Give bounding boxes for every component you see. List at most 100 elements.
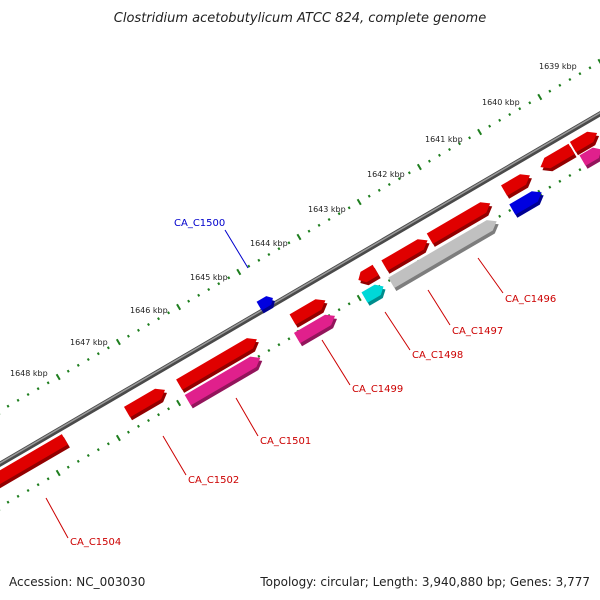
ruler-minor-tick <box>136 328 140 332</box>
ruler-minor-tick <box>468 136 472 140</box>
gene-arrow-c1501[interactable] <box>176 338 257 390</box>
map-title: Clostridium acetobutylicum ATCC 824, com… <box>114 11 486 26</box>
tick-label-1639: 1639 kbp <box>539 62 577 71</box>
gene-arrow-r3[interactable] <box>501 174 530 196</box>
ruler-minor-tick <box>197 293 201 297</box>
ruler-minor-tick <box>568 77 572 82</box>
gene-arrow-c1500[interactable] <box>256 296 273 311</box>
ruler-minor-tick <box>307 229 311 233</box>
gene-arrow-r1[interactable] <box>569 131 598 153</box>
gene-label-c1501[interactable]: CA_C1501 <box>260 436 311 447</box>
ruler-minor-tick <box>66 465 70 469</box>
tick-label-1645: 1645 kbp <box>190 273 228 282</box>
gene-arrow-gray[interactable] <box>388 220 497 288</box>
ruler-major-tick <box>597 58 600 64</box>
ruler-major-tick <box>236 268 242 276</box>
ruler-minor-tick <box>136 424 140 428</box>
gene-arrow-c1499[interactable] <box>289 299 326 325</box>
ruler-minor-tick <box>257 354 261 358</box>
ruler-minor-tick <box>147 322 150 327</box>
ruler-minor-tick <box>36 387 40 391</box>
ruler-minor-tick <box>187 299 191 303</box>
ruler-minor-tick <box>588 66 592 70</box>
ruler-minor-tick <box>287 241 291 245</box>
ruler-minor-tick <box>46 381 50 385</box>
ruler-minor-tick <box>347 206 351 210</box>
gene-label-c1500[interactable]: CA_C1500 <box>174 218 225 229</box>
ruler-minor-tick <box>448 147 451 152</box>
callout-line-c1502 <box>162 435 187 476</box>
tick-label-1641: 1641 kbp <box>425 135 463 144</box>
genome-backbone <box>0 110 600 468</box>
gene-arrow-c1496[interactable] <box>426 202 491 244</box>
ruler-minor-tick <box>6 500 10 504</box>
gene-label-c1496[interactable]: CA_C1496 <box>505 294 556 305</box>
ruler-minor-tick <box>407 171 411 175</box>
ruler-minor-tick <box>157 413 161 417</box>
ruler-minor-tick <box>458 142 462 146</box>
gene-label-c1499[interactable]: CA_C1499 <box>352 384 403 395</box>
ruler-major-tick <box>537 93 543 101</box>
ruler-minor-tick <box>277 343 281 347</box>
gene-arrow-cyan[interactable] <box>361 284 384 303</box>
ruler-minor-tick <box>337 308 341 312</box>
ruler-minor-tick <box>347 302 351 306</box>
ruler-minor-tick <box>548 185 552 189</box>
ruler-minor-tick <box>36 483 40 487</box>
ruler-minor-tick <box>387 278 391 283</box>
ruler-minor-tick <box>126 334 130 338</box>
ruler-minor-tick <box>147 418 150 423</box>
ruler-major-tick <box>296 233 302 241</box>
ruler-minor-tick <box>86 453 90 458</box>
gene-callout-lines <box>45 229 504 539</box>
ruler-minor-tick <box>508 208 512 213</box>
callout-line-c1497 <box>427 289 451 326</box>
ruler-major-tick <box>115 434 121 442</box>
ruler-minor-tick <box>46 477 50 481</box>
tick-label-1640: 1640 kbp <box>482 98 520 107</box>
ruler-minor-tick <box>157 317 161 321</box>
ruler-major-tick <box>176 303 182 311</box>
callout-line-c1504 <box>45 497 69 539</box>
ruler-minor-tick <box>267 252 271 257</box>
accession-text: Accession: NC_003030 <box>9 575 145 589</box>
ruler-minor-tick <box>578 72 582 76</box>
ruler-minor-tick <box>247 264 251 268</box>
ruler-major-tick <box>356 198 362 206</box>
gene-arrow-c1504[interactable] <box>0 434 68 486</box>
callout-line-c1498 <box>384 311 411 351</box>
gene-arrow-pink-2[interactable] <box>293 314 335 344</box>
ruler-minor-tick <box>106 346 110 350</box>
ruler-minor-tick <box>568 173 572 178</box>
ruler-minor-tick <box>257 258 261 262</box>
ruler-minor-tick <box>126 430 130 434</box>
gene-label-c1502[interactable]: CA_C1502 <box>188 475 239 486</box>
ruler-minor-tick <box>207 287 211 292</box>
ruler-minor-tick <box>227 276 231 280</box>
ruler-minor-tick <box>167 311 171 315</box>
gene-features <box>0 131 600 489</box>
ruler-minor-tick <box>76 459 80 463</box>
ruler-major-tick <box>356 294 362 302</box>
ruler-minor-tick <box>498 118 502 122</box>
gene-label-c1498[interactable]: CA_C1498 <box>412 350 463 361</box>
genome-summary-text: Topology: circular; Length: 3,940,880 bp… <box>259 575 590 589</box>
gene-arrow-c1498[interactable] <box>358 264 379 283</box>
ruler-minor-tick <box>26 488 30 493</box>
ruler-minor-tick <box>578 168 582 172</box>
gene-arrow-blue-2[interactable] <box>509 191 542 215</box>
ruler-minor-tick <box>518 107 522 111</box>
ruler-major-tick <box>477 128 483 136</box>
ruler-minor-tick <box>6 404 10 408</box>
ruler-major-tick <box>55 469 61 477</box>
gene-arrow-c1502[interactable] <box>123 388 165 418</box>
gene-arrow-pink-1[interactable] <box>579 147 600 166</box>
gene-arrow-c1497[interactable] <box>381 239 428 271</box>
ruler-major-tick <box>55 373 61 381</box>
gene-labels: CA_C1500 CA_C1496 CA_C1497 CA_C1498 CA_C… <box>70 218 556 548</box>
gene-label-c1497[interactable]: CA_C1497 <box>452 326 503 337</box>
gene-arrow-pink-3[interactable] <box>184 356 261 406</box>
gene-arrow-r2[interactable] <box>540 143 575 169</box>
ruler-minor-tick <box>498 214 502 218</box>
gene-label-c1504[interactable]: CA_C1504 <box>70 537 121 548</box>
